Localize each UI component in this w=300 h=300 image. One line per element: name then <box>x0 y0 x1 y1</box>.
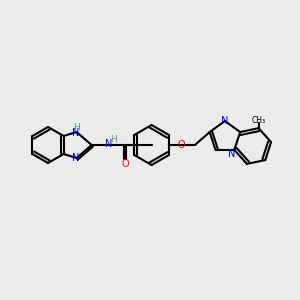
Text: N: N <box>221 116 229 126</box>
Text: N: N <box>228 149 235 159</box>
Text: O: O <box>177 140 185 150</box>
Text: O: O <box>122 159 129 169</box>
Text: N: N <box>72 128 79 138</box>
Text: H: H <box>73 122 80 131</box>
Text: N: N <box>105 139 112 149</box>
Text: N: N <box>72 153 79 163</box>
Text: H: H <box>110 136 117 145</box>
Text: CH₃: CH₃ <box>251 116 266 124</box>
